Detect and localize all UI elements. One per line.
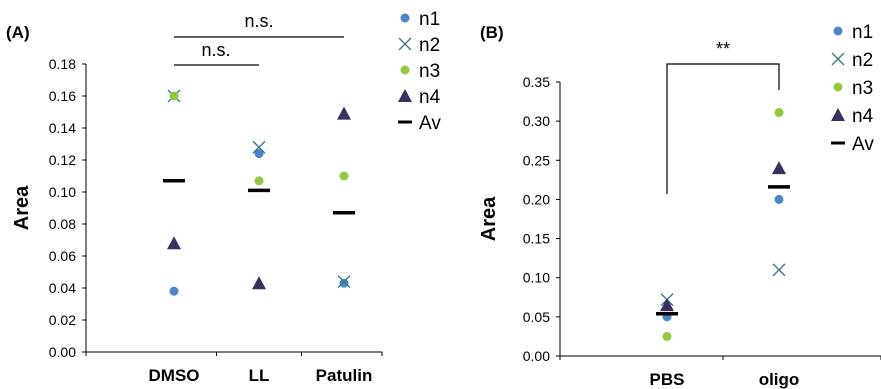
panel-a-axes: 0.00 0.02 0.04 0.06 0.08 0.10 0.12 0.14 0.16 0.18… [11,56,383,385]
panel-b-significance-bracket: ** [666,39,780,194]
panel-b-legend-item-n4: n4 [831,106,874,127]
legend-label: n4 [419,87,441,108]
legend-marker-n1 [833,26,843,36]
panel-a-point-n4 [252,276,266,290]
legend-label: n1 [852,22,873,43]
legend-marker-n1 [400,13,410,23]
panel-a-point-n1 [169,286,179,296]
legend-label: n1 [419,9,440,30]
panel-b-y-tick-label: 0.10 [523,270,550,286]
panel-b-legend-item-n3: n3 [833,78,873,99]
legend-label: n3 [419,61,440,82]
panel-b-legend-item-n2: n2 [831,50,873,71]
panel-a-point-n3 [254,176,264,186]
legend-marker-n4 [831,108,845,121]
panel-a-point-n4 [167,236,181,250]
panel-a-legend-item-n1: n1 [400,9,440,30]
panel-a-y-axis-label: Area [11,185,33,230]
panel-a-point-n2 [337,275,351,289]
panel-a-y-tick-label: 0.04 [49,280,76,296]
panel-a-legend-item-av: Av [398,113,441,134]
panel-a-significance-bracket: n.s. [174,40,259,66]
panel-b-axes: 0.00 0.05 0.10 0.15 0.20 0.25 0.30 0.35 PBS oligo… [478,74,881,389]
panel-a-y-tick-label: 0.08 [49,216,76,232]
panel-a-y-tick-label: 0.06 [49,248,76,264]
panel-b-point-n4 [660,298,674,312]
panel-a-chart: (A) 0.00 0.02 0.04 0.06 0.08 0.10 0.12 0.14 0.16… [6,11,383,385]
legend-label: Av [852,134,874,155]
panel-a-x-tick-label: Patulin [316,366,373,385]
legend-marker-n4 [398,89,412,102]
panel-a-point-n1 [254,149,264,159]
panel-a-x-tick-label: LL [249,366,270,385]
legend-label: n2 [419,35,440,56]
panel-a-data-points [163,89,355,296]
panel-b-chart: (B) 0.00 0.05 0.10 0.15 0.20 0.25 0.30 0.35 PBS o… [478,23,881,389]
panel-a-y-tick-label: 0.14 [49,120,76,136]
panel-a-significance-label: n.s. [244,11,273,31]
panel-a-significance-label: n.s. [201,40,230,60]
panel-b-point-n4 [772,161,786,175]
panel-a-y-tick-label: 0.10 [49,184,76,200]
legend-label: n4 [852,106,874,127]
panel-a-y-tick-label: 0.00 [49,344,76,360]
panel-b-point-n3 [662,331,672,341]
legend-label: n3 [852,78,873,99]
panel-b-point-n3 [774,108,784,118]
panel-a-significance-bracket: n.s. [174,11,344,38]
panel-b-legend-item-av: Av [831,134,874,155]
panel-a-y-tick-label: 0.12 [49,152,76,168]
panel-a-point-n4 [337,106,351,120]
panel-a-y-tick-label: 0.18 [49,56,76,72]
panel-b-point-n1 [774,194,784,204]
panel-a-label: (A) [6,23,30,42]
panel-a-legend: n1 n2 n3 n4 Av [398,9,441,134]
legend-marker-n2 [398,37,412,51]
panel-a-x-tick-label: DMSO [149,366,200,385]
legend-marker-n3 [833,82,843,92]
panel-a-point-n3 [169,91,179,101]
panel-b-y-tick-label: 0.20 [523,191,550,207]
panel-b-x-tick-label: oligo [759,370,800,389]
panel-b-label: (B) [480,23,504,42]
panel-b-x-tick-label: PBS [650,370,685,389]
panel-b-y-tick-label: 0.30 [523,113,550,129]
panel-a-y-tick-label: 0.16 [49,88,76,104]
legend-label: Av [419,113,441,134]
panel-a-legend-item-n2: n2 [398,35,440,56]
panel-b-y-tick-label: 0.35 [523,74,550,90]
panel-b-data-points [656,108,790,341]
panel-b-y-tick-label: 0.25 [523,152,550,168]
panel-a-legend-item-n3: n3 [400,61,440,82]
panel-b-y-tick-label: 0.00 [523,348,550,364]
legend-marker-n2 [831,52,845,66]
panel-b-y-axis-label: Area [478,196,500,241]
panel-b-point-n2 [772,263,786,277]
panel-a-point-n2 [252,140,266,154]
panel-b-y-tick-label: 0.15 [523,231,550,247]
panel-b-legend-item-n1: n1 [833,22,873,43]
legend-marker-n3 [400,65,410,75]
panel-b-legend: n1 n2 n3 n4 Av [831,22,874,155]
panel-a-point-n3 [339,171,349,181]
panel-a-point-n1 [339,278,349,288]
panel-a-legend-item-n4: n4 [398,87,441,108]
panel-b-significance-label: ** [716,39,730,59]
legend-label: n2 [852,50,873,71]
panel-a-y-tick-label: 0.02 [49,312,76,328]
panel-b-y-tick-label: 0.05 [523,309,550,325]
